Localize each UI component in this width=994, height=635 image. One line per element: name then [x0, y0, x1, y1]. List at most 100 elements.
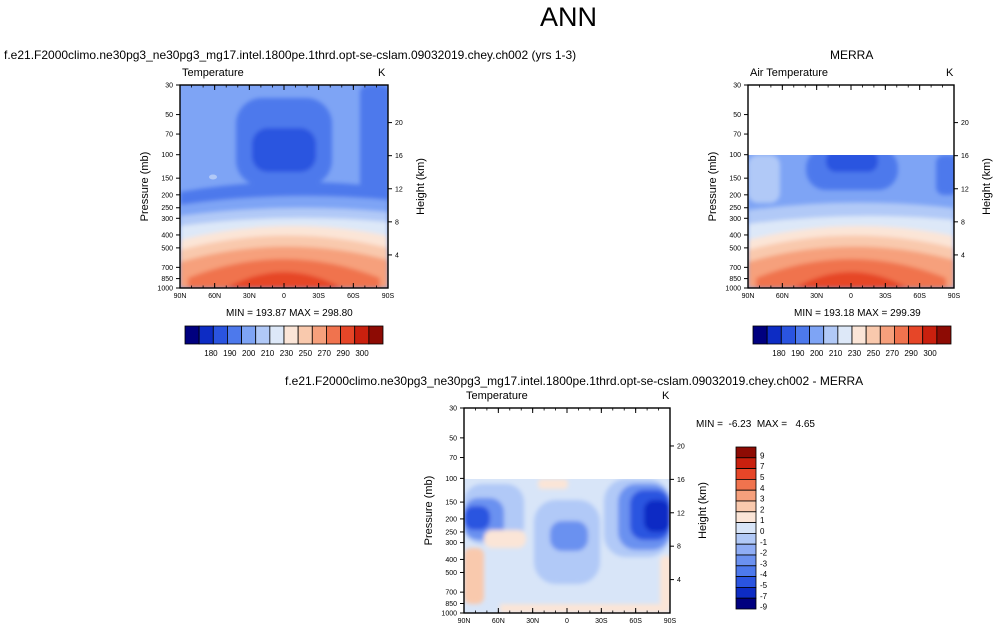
- colorbar-swatch: [269, 325, 285, 345]
- colorbar-swatch: [735, 554, 757, 567]
- pressure-tick-label: 700: [161, 265, 173, 272]
- colorbar-swatch: [936, 325, 952, 345]
- colorbar-swatch: [735, 511, 757, 523]
- height-axis-title: Height (km): [415, 158, 427, 215]
- colorbar-swatch: [780, 325, 796, 345]
- pressure-tick-label: 100: [161, 152, 173, 159]
- height-tick-label: 12: [395, 186, 403, 193]
- pressure-tick-label: 1000: [157, 286, 173, 293]
- colorbar-label: 200: [242, 349, 256, 358]
- height-tick-label: 12: [677, 510, 685, 517]
- colorbar-swatch: [212, 325, 228, 345]
- colorbar-swatch: [735, 468, 757, 480]
- colorbar-label: 300: [355, 349, 369, 358]
- height-tick-label: 16: [961, 153, 969, 160]
- pressure-tick-label: 500: [445, 570, 457, 577]
- colorbar-swatch: [735, 500, 757, 513]
- colorbar-label: -5: [760, 581, 768, 590]
- colorbar-swatch: [297, 325, 313, 345]
- pressure-tick-label: 150: [729, 176, 741, 183]
- colorbar-label: -3: [760, 559, 768, 568]
- lat-tick-label: 90N: [174, 293, 187, 300]
- lat-tick-label: 60S: [347, 293, 360, 300]
- pressure-tick-label: 250: [161, 205, 173, 212]
- colorbar-swatch: [766, 325, 782, 345]
- colorbar-label: -1: [760, 538, 768, 547]
- diff-colorbar: 9 7 5 4 32 1 0 -1 -2-3 -4 -5 -7 -9: [735, 446, 768, 612]
- model-colorbar: 180 190 200 210 230 250 270 290 300: [184, 325, 384, 358]
- obs-stats: MIN = 193.18 MAX = 299.39: [794, 308, 921, 319]
- colorbar-swatch: [735, 533, 757, 545]
- colorbar-label: 1: [760, 516, 765, 525]
- colorbar-swatch: [735, 597, 757, 610]
- pressure-tick-label: 1000: [725, 286, 741, 293]
- colorbar-swatch: [184, 325, 200, 345]
- lat-tick-label: 30S: [312, 293, 325, 300]
- lat-tick-label: 90N: [458, 618, 471, 625]
- pressure-tick-label: 400: [729, 232, 741, 239]
- colorbar-label: -9: [760, 603, 768, 612]
- colorbar-swatch: [735, 587, 757, 599]
- colorbar-swatch: [735, 565, 757, 577]
- pressure-tick-label: 300: [729, 216, 741, 223]
- colorbar-label: 250: [299, 349, 313, 358]
- model-temperature-plot: 305070100150200250300400500700850100090N…: [139, 83, 427, 301]
- colorbar-swatch: [735, 457, 757, 469]
- colorbar-label: 190: [223, 349, 237, 358]
- lat-tick-label: 60S: [629, 618, 642, 625]
- height-tick-label: 8: [961, 219, 965, 226]
- diff-units-label: K: [662, 390, 670, 402]
- diff-contour-fill: [464, 479, 670, 613]
- colorbar-swatch: [879, 325, 895, 345]
- lat-tick-label: 60S: [913, 293, 926, 300]
- model-units-label: K: [378, 67, 386, 79]
- colorbar-swatch: [241, 325, 257, 345]
- diff-stats: MIN = -6.23 MAX = 4.65: [696, 419, 815, 430]
- pressure-tick-label: 700: [729, 265, 741, 272]
- lat-tick-label: 0: [282, 293, 286, 300]
- colorbar-swatch: [340, 325, 356, 345]
- pressure-tick-label: 200: [161, 192, 173, 199]
- colorbar-label: 180: [772, 349, 786, 358]
- lat-tick-label: 60N: [208, 293, 221, 300]
- lat-tick-label: 0: [565, 618, 569, 625]
- pressure-tick-label: 700: [445, 590, 457, 597]
- lat-tick-label: 30S: [879, 293, 892, 300]
- colorbar-swatch: [752, 325, 768, 345]
- height-tick-label: 4: [395, 252, 399, 259]
- pressure-tick-label: 850: [729, 276, 741, 283]
- pressure-tick-label: 50: [449, 435, 457, 442]
- pressure-axis-title: Pressure (mb): [139, 152, 151, 222]
- page-title: ANN: [539, 2, 597, 32]
- colorbar-swatch: [823, 325, 839, 345]
- colorbar-label: 9: [760, 451, 765, 460]
- colorbar-swatch: [908, 325, 924, 345]
- colorbar-swatch: [865, 325, 881, 345]
- colorbar-swatch: [255, 325, 271, 345]
- colorbar-label: 210: [829, 349, 843, 358]
- model-panel-title: f.e21.F2000climo.ne30pg3_ne30pg3_mg17.in…: [4, 48, 577, 62]
- pressure-tick-label: 150: [445, 500, 457, 507]
- lat-tick-label: 30N: [526, 618, 539, 625]
- height-tick-label: 16: [677, 477, 685, 484]
- colorbar-swatch: [894, 325, 909, 345]
- lat-tick-label: 0: [849, 293, 853, 300]
- height-tick-label: 20: [677, 443, 685, 450]
- colorbar-swatch: [735, 522, 757, 534]
- lat-tick-label: 60N: [492, 618, 505, 625]
- colorbar-label: 5: [760, 473, 765, 482]
- height-tick-label: 4: [961, 252, 965, 259]
- pressure-tick-label: 70: [449, 455, 457, 462]
- pressure-tick-label: 70: [165, 132, 173, 139]
- height-tick-label: 4: [677, 577, 681, 584]
- height-axis-title: Height (km): [981, 158, 993, 215]
- colorbar-swatch: [735, 543, 757, 556]
- colorbar-label: 230: [848, 349, 862, 358]
- pressure-axis-title: Pressure (mb): [707, 152, 719, 222]
- colorbar-label: 290: [904, 349, 918, 358]
- colorbar-label: 180: [204, 349, 218, 358]
- colorbar-label: 0: [760, 527, 765, 536]
- height-tick-label: 20: [961, 120, 969, 127]
- pressure-tick-label: 250: [729, 205, 741, 212]
